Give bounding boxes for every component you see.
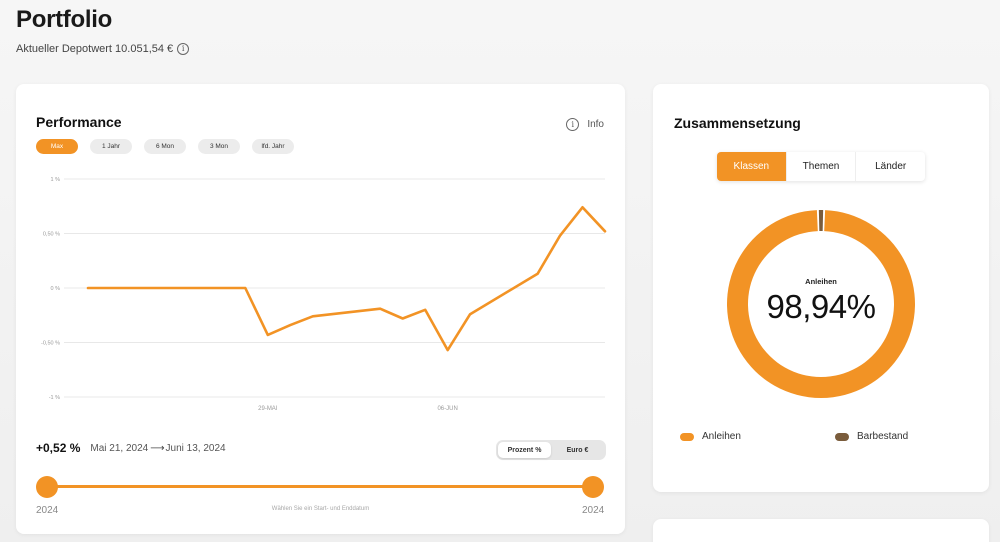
legend-item: Barbestand xyxy=(835,431,908,442)
date-from: Mai 21, 2024 xyxy=(90,442,149,454)
x-tick-label: 29-MAI xyxy=(258,406,278,412)
slider-start-year: 2024 xyxy=(36,505,59,516)
unit-option-percent[interactable]: Prozent % xyxy=(498,442,551,458)
performance-series-line xyxy=(86,205,607,352)
range-tab-6-mon[interactable]: 6 Mon xyxy=(144,139,186,154)
performance-title: Performance xyxy=(36,114,122,130)
unit-option-euro[interactable]: Euro € xyxy=(566,446,589,454)
legend-item: Anleihen xyxy=(680,431,741,442)
performance-card: Performance i Info Max 1 Jahr 6 Mon 3 Mo… xyxy=(16,84,625,534)
composition-title: Zusammensetzung xyxy=(674,115,801,131)
performance-value: +0,52 % xyxy=(36,441,81,455)
range-tab-max[interactable]: Max xyxy=(36,139,78,154)
legend-label: Barbestand xyxy=(857,431,909,442)
unit-toggle: Prozent % Euro € xyxy=(496,440,606,460)
slider-start-handle[interactable] xyxy=(36,476,58,498)
tab-themen[interactable]: Themen xyxy=(787,152,857,181)
tab-laender[interactable]: Länder xyxy=(875,161,907,172)
date-range-slider-track[interactable] xyxy=(48,485,592,488)
legend-swatch xyxy=(680,432,694,441)
depot-value-line: Aktueller Depotwert 10.051,54 € i xyxy=(16,43,190,55)
slider-end-handle[interactable] xyxy=(582,476,604,498)
x-tick-label: 06-JUN xyxy=(437,406,457,412)
composition-card: Zusammensetzung Klassen Themen Länder An… xyxy=(653,84,989,492)
donut-center-value: 98,94% xyxy=(766,288,876,325)
legend-swatch xyxy=(835,432,849,441)
composition-donut xyxy=(727,210,915,398)
range-tabs: Max 1 Jahr 6 Mon 3 Mon lfd. Jahr xyxy=(36,139,294,154)
slider-end-year: 2024 xyxy=(582,505,605,516)
y-tick-label: 0 % xyxy=(51,286,61,292)
info-button[interactable]: i Info xyxy=(566,118,604,131)
donut-hole xyxy=(749,232,893,376)
donut-slice-barbestand[interactable] xyxy=(818,210,824,232)
date-to: Juni 13, 2024 xyxy=(165,442,226,454)
range-tab-lfd-jahr[interactable]: lfd. Jahr xyxy=(252,139,294,154)
depot-value: Aktueller Depotwert 10.051,54 € xyxy=(16,43,174,55)
arrow-right-icon: ⟶ xyxy=(150,442,165,454)
info-icon[interactable]: i xyxy=(177,43,190,55)
slider-hint: Wählen Sie ein Start- und Enddatum xyxy=(271,506,370,512)
legend-label: Anleihen xyxy=(702,431,741,442)
donut-center-label: Anleihen xyxy=(805,277,837,286)
composition-tabs: Klassen Themen Länder xyxy=(717,152,925,181)
page-title: Portfolio xyxy=(16,6,112,33)
y-tick-label: -1 % xyxy=(49,395,60,401)
y-tick-label: 1 % xyxy=(51,177,61,183)
info-icon: i xyxy=(566,118,580,131)
info-label: Info xyxy=(587,119,604,130)
tab-klassen[interactable]: Klassen xyxy=(717,152,787,181)
y-tick-label: 0,50 % xyxy=(43,232,60,238)
y-tick-label: -0,50 % xyxy=(41,341,60,347)
performance-chart: 1 % 0,50 % 0 % -0,50 % -1 % 29-MAI 06-JUN xyxy=(41,177,607,412)
range-tab-1-jahr[interactable]: 1 Jahr xyxy=(90,139,132,154)
range-tab-3-mon[interactable]: 3 Mon xyxy=(198,139,240,154)
performance-summary: +0,52 % Mai 21, 2024 ⟶ Juni 13, 2024 xyxy=(36,441,226,455)
next-card xyxy=(653,519,989,542)
